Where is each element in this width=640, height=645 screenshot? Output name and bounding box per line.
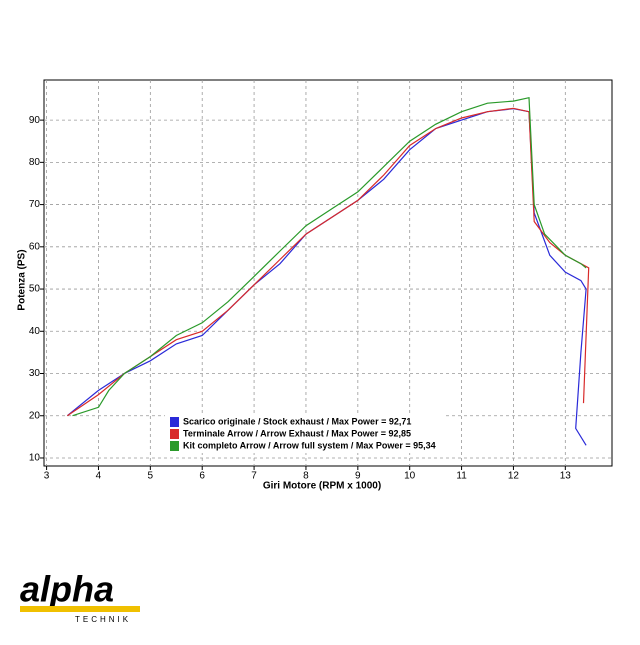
- x-tick-label: 10: [404, 471, 416, 482]
- series-line: [66, 107, 590, 417]
- x-tick-label: 8: [303, 471, 309, 482]
- series-line: [72, 96, 587, 417]
- series-line: [66, 108, 587, 446]
- x-tick-label: 7: [251, 471, 257, 482]
- x-tick-label: 13: [560, 471, 572, 482]
- y-axis-label: Potenza (PS): [17, 249, 28, 310]
- legend-label: Terminale Arrow / Arrow Exhaust / Max Po…: [183, 428, 411, 438]
- y-tick-label: 30: [29, 368, 41, 379]
- y-tick-label: 90: [29, 115, 41, 126]
- logo-bar: [20, 606, 140, 612]
- legend-swatch: [170, 417, 179, 427]
- y-tick-label: 60: [29, 241, 41, 252]
- y-tick-label: 80: [29, 157, 41, 168]
- x-tick-label: 9: [355, 471, 361, 482]
- logo-sub: TECHNIK: [75, 615, 131, 624]
- logo-brand: alpha: [20, 569, 114, 610]
- x-tick-label: 11: [456, 471, 467, 482]
- y-tick-label: 20: [29, 410, 41, 421]
- x-tick-label: 4: [96, 471, 102, 482]
- y-tick-label: 40: [29, 326, 41, 337]
- legend-swatch: [170, 429, 179, 439]
- logo: alpha TECHNIK: [20, 569, 140, 624]
- x-axis-label: Giri Motore (RPM x 1000): [263, 481, 381, 492]
- x-tick-label: 3: [44, 471, 50, 482]
- y-tick-label: 70: [29, 199, 41, 210]
- legend-label: Scarico originale / Stock exhaust / Max …: [183, 416, 411, 426]
- plot-frame: [43, 79, 613, 467]
- x-tick-label: 5: [148, 471, 154, 482]
- legend-box: [165, 415, 445, 453]
- legend-swatch: [170, 441, 179, 451]
- x-tick-label: 12: [508, 471, 520, 482]
- x-tick-label: 6: [199, 471, 205, 482]
- y-tick-label: 10: [29, 453, 41, 464]
- legend-label: Kit completo Arrow / Arrow full system /…: [183, 440, 436, 450]
- y-tick-label: 50: [29, 284, 41, 295]
